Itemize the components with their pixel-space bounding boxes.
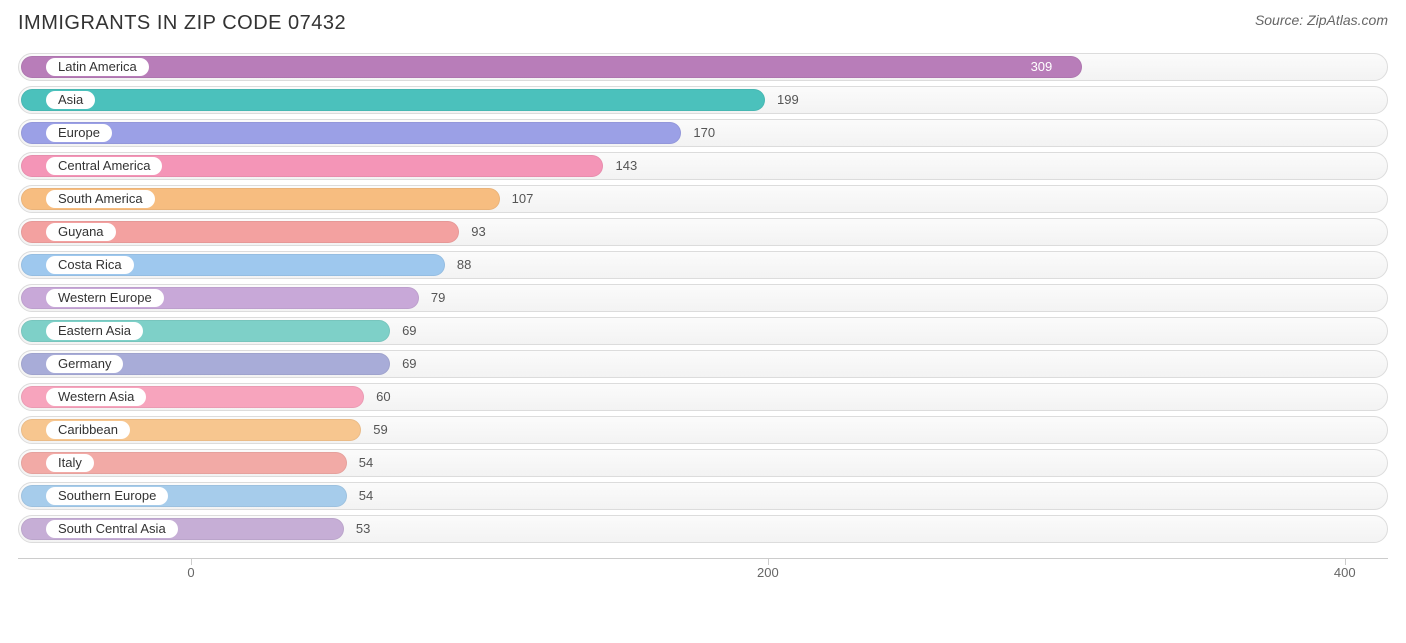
bar-row: Eastern Asia 69 [18,317,1388,345]
category-pill: Asia [46,91,95,109]
bar [21,122,681,144]
bar-row: Western Asia 60 [18,383,1388,411]
axis-tick-label: 0 [187,565,194,580]
value-label: 309 [1031,53,1053,81]
value-label: 143 [615,152,637,180]
category-pill: Guyana [46,223,116,241]
bars-container: Latin America 309 Asia 199 Europe 170 Central … [18,53,1388,556]
category-pill: South America [46,190,155,208]
category-pill: Western Europe [46,289,164,307]
bar [21,89,765,111]
value-label: 170 [693,119,715,147]
bar-row: Italy 54 [18,449,1388,477]
axis-tick-label: 400 [1334,565,1356,580]
bar-row: South Central Asia 53 [18,515,1388,543]
value-label: 60 [376,383,390,411]
value-label: 54 [359,449,373,477]
value-label: 54 [359,482,373,510]
category-pill: Europe [46,124,112,142]
value-label: 69 [402,350,416,378]
value-label: 88 [457,251,471,279]
bar-row: Southern Europe 54 [18,482,1388,510]
bar-row: Central America 143 [18,152,1388,180]
category-pill: Western Asia [46,388,146,406]
bar-row: Western Europe 79 [18,284,1388,312]
value-label: 53 [356,515,370,543]
bar-row: Europe 170 [18,119,1388,147]
x-axis: 0 200 400 [18,558,1388,586]
bar-row: Guyana 93 [18,218,1388,246]
category-pill: Germany [46,355,123,373]
value-label: 107 [512,185,534,213]
category-pill: Caribbean [46,421,130,439]
category-pill: Eastern Asia [46,322,143,340]
value-label: 199 [777,86,799,114]
bar-row: South America 107 [18,185,1388,213]
category-pill: Latin America [46,58,149,76]
category-pill: South Central Asia [46,520,178,538]
bar-row: Caribbean 59 [18,416,1388,444]
category-pill: Central America [46,157,162,175]
category-pill: Costa Rica [46,256,134,274]
value-label: 93 [471,218,485,246]
axis-tick-label: 200 [757,565,779,580]
bar-row: Germany 69 [18,350,1388,378]
value-label: 69 [402,317,416,345]
bar-row: Asia 199 [18,86,1388,114]
category-pill: Southern Europe [46,487,168,505]
value-label: 79 [431,284,445,312]
chart-area: Latin America 309 Asia 199 Europe 170 Central … [18,53,1388,586]
chart-source: Source: ZipAtlas.com [1255,12,1388,28]
chart-title: IMMIGRANTS IN ZIP CODE 07432 [18,12,346,35]
chart-header: IMMIGRANTS IN ZIP CODE 07432 Source: Zip… [18,12,1388,35]
bar-row: Latin America 309 [18,53,1388,81]
bar [21,56,1082,78]
category-pill: Italy [46,454,94,472]
value-label: 59 [373,416,387,444]
bar-row: Costa Rica 88 [18,251,1388,279]
